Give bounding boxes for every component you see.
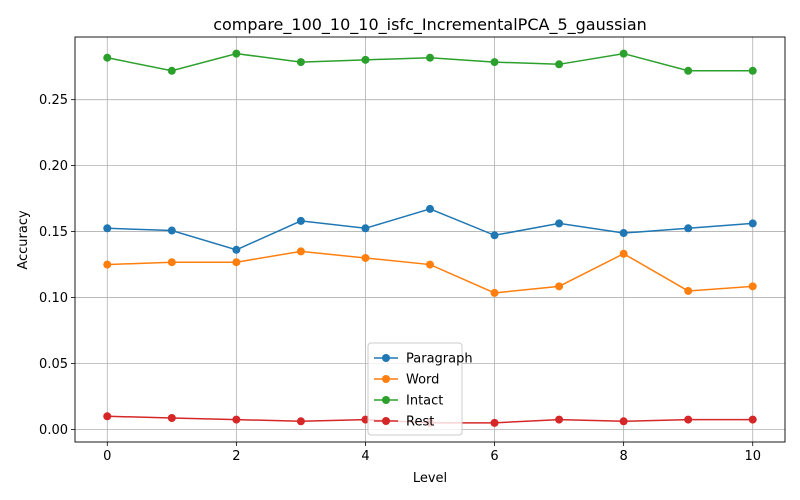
legend-label-word: Word [406,373,439,388]
y-axis-label: Accuracy [16,210,31,270]
data-point-paragraph [684,224,693,233]
legend-label-rest: Rest [406,415,434,430]
chart-title: compare_100_10_10_isfc_IncrementalPCA_5_… [213,15,647,35]
data-point-paragraph [426,204,434,213]
y-tick-label: 0.20 [39,159,68,174]
data-point-paragraph [748,219,757,228]
data-point-word [167,258,176,267]
data-point-intact [232,49,241,58]
data-point-paragraph [361,224,370,233]
data-point-word [232,258,241,267]
data-point-paragraph [296,216,305,225]
data-point-intact [619,49,628,58]
data-point-intact [748,66,757,75]
x-tick-label: 10 [744,449,761,464]
data-point-rest [684,415,693,424]
legend: Paragraph Word Intact Rest [367,342,473,436]
x-tick-label: 8 [619,449,627,464]
data-point-rest [490,418,499,427]
legend-marker-paragraph [382,354,390,362]
data-point-word [555,282,564,291]
legend-marker-word [382,375,390,383]
legend-box [367,342,463,436]
legend-marker-intact [382,396,390,404]
data-point-word [684,286,693,295]
data-point-paragraph [167,226,176,235]
data-point-intact [684,66,693,75]
data-point-rest [167,413,176,422]
grid-layer [75,37,785,442]
plot-frame [74,36,786,443]
x-tick-label: 4 [361,449,369,464]
legend-label-paragraph: Paragraph [406,352,473,367]
x-tick-label: 2 [232,449,240,464]
data-point-intact [490,58,499,67]
y-tick-label: 0.15 [39,225,68,240]
data-point-rest [555,415,564,424]
data-point-intact [167,66,176,75]
data-point-intact [361,55,370,64]
y-tick-label: 0.25 [39,93,68,108]
data-point-word [619,249,628,258]
data-point-intact [426,53,434,62]
data-point-intact [296,58,305,67]
data-point-intact [555,60,564,69]
data-point-paragraph [619,229,628,238]
data-point-rest [619,417,628,426]
y-tick-label: 0.00 [39,423,68,438]
y-tick-label: 0.05 [39,357,68,372]
data-point-paragraph [232,245,241,254]
x-tick-label: 0 [103,449,111,464]
data-point-rest [103,412,112,421]
x-axis-label: Level [413,471,447,486]
tick-layer: 0 2 4 6 8 10 0.00 0.05 0.10 0.15 0.20 0.25 [39,93,761,464]
y-tick-label: 0.10 [39,291,68,306]
data-point-paragraph [555,219,564,228]
legend-marker-rest [382,417,390,425]
data-point-rest [232,415,241,424]
x-tick-label: 6 [490,449,498,464]
data-point-word [490,288,499,297]
legend-label-intact: Intact [406,394,443,409]
data-point-rest [361,415,370,424]
data-point-paragraph [490,231,499,240]
data-point-rest [296,417,305,426]
data-point-paragraph [103,224,112,233]
data-point-word [296,247,305,256]
data-point-word [361,253,370,262]
data-point-rest [748,415,757,424]
data-point-intact [103,53,112,62]
data-point-word [426,260,434,269]
data-point-word [103,260,112,269]
data-point-word [748,282,757,291]
